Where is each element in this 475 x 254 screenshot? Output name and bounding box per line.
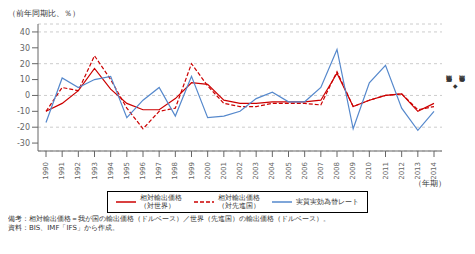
html-text:資料：BIS、IMF「IFS」から作成。: 資料：BIS、IMF「IFS」から作成。 <box>8 224 119 233</box>
svg-text:40: 40 <box>20 28 30 37</box>
svg-text:2005: 2005 <box>285 162 293 179</box>
svg-text:1991: 1991 <box>58 162 66 179</box>
svg-text:1996: 1996 <box>139 161 147 179</box>
svg-text:20: 20 <box>20 60 30 69</box>
svg-text:1994: 1994 <box>107 161 115 179</box>
svg-text:2010: 2010 <box>365 162 373 179</box>
svg-text:2012: 2012 <box>398 162 406 179</box>
svg-text:2006: 2006 <box>301 161 309 179</box>
svg-text:-10: -10 <box>17 107 30 116</box>
svg-text:1999: 1999 <box>188 162 196 179</box>
html-text:実質実効為替レート: 実質実効為替レート <box>296 198 359 206</box>
svg-text:2013: 2013 <box>414 162 422 179</box>
svg-text:2008: 2008 <box>333 162 341 179</box>
svg-text:1995: 1995 <box>123 162 131 179</box>
svg-text:2001: 2001 <box>220 162 228 179</box>
svg-text:2009: 2009 <box>349 162 357 179</box>
svg-text:2004: 2004 <box>268 161 276 179</box>
html-text:価格競争力低下 ◆ 価格競争力上昇: 価格競争力低下 ◆ 価格競争力上昇 <box>444 84 465 91</box>
svg-text:2002: 2002 <box>236 162 244 179</box>
html-text:相対輸出価格 （対世界）: 相対輸出価格 （対世界） <box>140 194 182 210</box>
svg-text:1992: 1992 <box>74 162 82 179</box>
html-text:相対輸出価格 （対先進国）: 相対輸出価格 （対先進国） <box>218 194 260 210</box>
svg-text:2011: 2011 <box>382 162 390 179</box>
svg-text:2003: 2003 <box>252 162 260 179</box>
svg-text:10: 10 <box>20 75 30 84</box>
html-text:（前年同期比、％）: （前年同期比、％） <box>8 9 80 18</box>
html-text:備考：相対輸出価格＝我が国の輸出価格（ドルベース）／世界（先: 備考：相対輸出価格＝我が国の輸出価格（ドルベース）／世界（先進国）の輸出価格（ド… <box>8 215 330 224</box>
html-text:（年期）: （年期） <box>414 179 446 188</box>
svg-text:-20: -20 <box>17 123 30 132</box>
svg-text:2007: 2007 <box>317 162 325 179</box>
svg-text:1997: 1997 <box>155 162 163 179</box>
svg-text:30: 30 <box>20 44 30 53</box>
svg-text:2000: 2000 <box>204 162 212 179</box>
svg-text:1993: 1993 <box>91 162 99 179</box>
svg-text:2014: 2014 <box>430 161 438 179</box>
svg-text:1998: 1998 <box>171 162 179 179</box>
svg-text:-30: -30 <box>17 139 30 148</box>
svg-text:0: 0 <box>25 91 30 100</box>
svg-text:1990: 1990 <box>42 162 50 179</box>
